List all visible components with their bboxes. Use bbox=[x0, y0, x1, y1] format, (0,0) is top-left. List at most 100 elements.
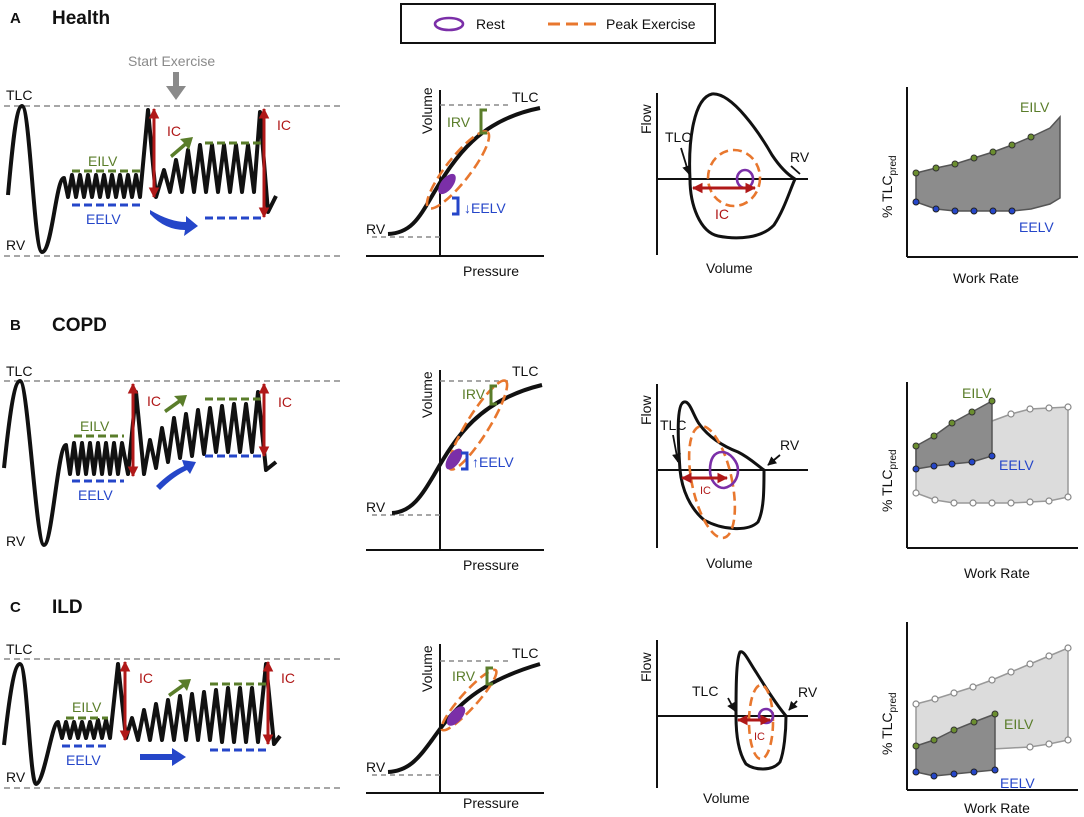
tlc-pred-main: % TLC bbox=[879, 469, 895, 512]
panel-title-health: Health bbox=[52, 8, 110, 29]
pressure-axis-title: Pressure bbox=[463, 263, 519, 279]
work-rate-axis-title: Work Rate bbox=[953, 270, 1019, 286]
rest-loop bbox=[708, 450, 740, 490]
eelv-marker bbox=[988, 452, 996, 460]
eelv-label: EELV bbox=[66, 752, 101, 768]
predicted-marker bbox=[950, 689, 958, 697]
volume-axis-title: Volume bbox=[419, 87, 435, 134]
tlc-pred-main: % TLC bbox=[879, 175, 895, 218]
rest-legend-icon bbox=[433, 16, 465, 32]
eilv-eelv-area bbox=[915, 115, 1061, 212]
rv-label: RV bbox=[366, 759, 386, 775]
flow-axis-title: Flow bbox=[638, 395, 654, 425]
eilv-marker bbox=[970, 154, 978, 162]
volume-axis-title: Volume bbox=[706, 260, 753, 276]
eelv-marker bbox=[968, 458, 976, 466]
irv-bracket bbox=[489, 384, 497, 406]
tlc-label: TLC bbox=[512, 363, 538, 379]
ic-label: IC bbox=[715, 206, 729, 222]
peak-exercise-loop bbox=[425, 130, 491, 210]
panel-title-copd: COPD bbox=[52, 315, 107, 336]
eelv-marker bbox=[948, 460, 956, 468]
rv-label: RV bbox=[780, 437, 800, 453]
tlc-pred-sub: pred bbox=[888, 155, 899, 175]
eilv-marker bbox=[988, 397, 996, 405]
eelv-bracket bbox=[452, 196, 460, 216]
eilv-label: EILV bbox=[1004, 716, 1034, 732]
panel-title-ild: ILD bbox=[52, 597, 83, 618]
eilv-marker bbox=[930, 736, 938, 744]
eilv-label: EILV bbox=[1020, 99, 1050, 115]
tlc-pointer-arrow bbox=[727, 697, 736, 712]
eelv-marker bbox=[930, 462, 938, 470]
tlc-label: TLC bbox=[512, 89, 538, 105]
ic-label: IC bbox=[139, 670, 153, 686]
eelv-label: EELV bbox=[999, 457, 1034, 473]
peak-exercise-loop bbox=[440, 668, 498, 732]
eilv-marker bbox=[970, 718, 978, 726]
eilv-marker bbox=[930, 432, 938, 440]
eelv-bracket bbox=[461, 451, 469, 471]
pv-curve-copd: Volume Pressure TLC RV IRV ↑EELV bbox=[366, 363, 544, 573]
tlc-pred-sub: pred bbox=[888, 692, 899, 712]
predicted-marker bbox=[1064, 403, 1072, 411]
tlc-pred-axis-title: % TLCpred bbox=[879, 692, 899, 755]
eelv-marker bbox=[932, 205, 940, 213]
volume-axis-title: Volume bbox=[703, 790, 750, 806]
eelv-marker bbox=[930, 772, 938, 780]
pressure-axis-title: Pressure bbox=[463, 795, 519, 811]
eelv-marker bbox=[950, 770, 958, 778]
legend: Rest Peak Exercise bbox=[400, 3, 716, 44]
eelv-marker bbox=[951, 207, 959, 215]
irv-label: IRV bbox=[447, 114, 471, 130]
eelv-marker bbox=[970, 207, 978, 215]
panel-letter-c: C bbox=[10, 599, 21, 616]
eilv-label: EILV bbox=[72, 699, 102, 715]
tlc-label: TLC bbox=[512, 645, 538, 661]
eilv-eelv-plot-copd: % TLCpred Work Rate bbox=[879, 382, 1078, 581]
tlc-pointer-arrow bbox=[680, 147, 691, 175]
predicted-marker bbox=[1026, 743, 1034, 751]
irv-label: IRV bbox=[452, 668, 476, 684]
rv-label: RV bbox=[790, 149, 810, 165]
ic-label: IC bbox=[700, 485, 711, 497]
ic-label: IC bbox=[754, 731, 765, 743]
eelv-marker bbox=[912, 465, 920, 473]
eelv-change-label: ↓EELV bbox=[464, 200, 506, 216]
ic-label: IC bbox=[167, 123, 181, 139]
breathing-trace-health: TLC RV EILV EELV IC IC Start Exercise bbox=[4, 53, 342, 257]
predicted-marker bbox=[988, 499, 996, 507]
eelv-label: EELV bbox=[86, 211, 121, 227]
row-copd: B COPD TLC RV EILV EELV IC IC Volume Pre… bbox=[2, 315, 1078, 581]
predicted-marker bbox=[931, 496, 939, 504]
eilv-marker bbox=[1008, 141, 1016, 149]
eilv-label: EILV bbox=[80, 418, 110, 434]
tlc-label: TLC bbox=[6, 641, 32, 657]
rest-loop bbox=[438, 173, 456, 195]
eilv-marker bbox=[1027, 133, 1035, 141]
maximal-flow-volume-envelope bbox=[688, 92, 797, 240]
pv-curve-health: Volume Pressure TLC RV IRV ↓EELV bbox=[366, 87, 544, 279]
eilv-markers bbox=[912, 133, 1035, 177]
predicted-marker bbox=[1064, 736, 1072, 744]
eilv-eelv-plot-health: % TLCpred Work Rate EILV EELV bbox=[879, 87, 1078, 286]
rv-label: RV bbox=[6, 533, 26, 549]
ic-label-exercise: IC bbox=[278, 394, 292, 410]
eelv-shift-arrow bbox=[156, 460, 196, 490]
irv-bracket bbox=[485, 666, 493, 686]
start-exercise-label: Start Exercise bbox=[128, 53, 215, 69]
flow-volume-loop-copd: Flow Volume IC TLC RV bbox=[638, 384, 808, 571]
tlc-pred-axis-title: % TLCpred bbox=[879, 449, 899, 512]
predicted-marker bbox=[969, 683, 977, 691]
tlc-pred-axis-title: % TLCpred bbox=[879, 155, 899, 218]
predicted-marker bbox=[1007, 499, 1015, 507]
pv-curve-ild: Volume Pressure TLC RV IRV bbox=[366, 644, 544, 811]
pressure-volume-curve bbox=[387, 662, 541, 774]
predicted-marker bbox=[1045, 404, 1053, 412]
irv-bracket bbox=[479, 108, 487, 135]
tlc-label: TLC bbox=[660, 417, 686, 433]
eelv-label: EELV bbox=[1000, 775, 1035, 791]
predicted-range-markers bbox=[912, 644, 1072, 751]
eelv-markers bbox=[912, 766, 999, 780]
flow-axis-title: Flow bbox=[638, 104, 654, 134]
